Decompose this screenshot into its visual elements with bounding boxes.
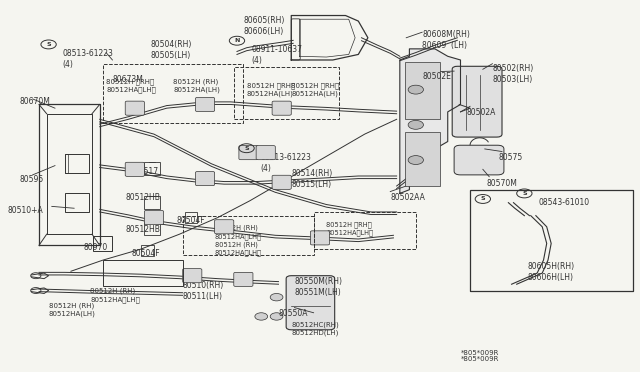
Text: 80605(RH)
80606(LH): 80605(RH) 80606(LH) <box>243 16 285 36</box>
Bar <box>103 260 182 286</box>
Bar <box>184 212 197 223</box>
Text: 08513-61223
(4): 08513-61223 (4) <box>63 49 113 69</box>
Text: *805*009R: *805*009R <box>461 356 499 362</box>
Polygon shape <box>400 49 461 193</box>
Text: 80502(RH)
80503(LH): 80502(RH) 80503(LH) <box>492 64 534 84</box>
Text: 80670M: 80670M <box>20 97 51 106</box>
Circle shape <box>255 313 268 320</box>
Text: 80512HC(RH)
80512HD(LH): 80512HC(RH) 80512HD(LH) <box>291 321 339 336</box>
Text: 80514(RH)
80515(LH): 80514(RH) 80515(LH) <box>291 169 333 189</box>
Text: 80504F: 80504F <box>132 249 160 258</box>
Text: 08911-10637
(4): 08911-10637 (4) <box>251 45 302 65</box>
Text: S: S <box>481 196 485 202</box>
Text: 08513-61223
(4): 08513-61223 (4) <box>260 153 312 173</box>
Bar <box>405 132 440 186</box>
Circle shape <box>270 294 283 301</box>
Bar <box>141 245 154 256</box>
FancyBboxPatch shape <box>195 97 214 112</box>
Text: 80510(RH)
80511(LH): 80510(RH) 80511(LH) <box>182 280 224 301</box>
Bar <box>145 196 160 209</box>
FancyBboxPatch shape <box>454 145 504 175</box>
FancyBboxPatch shape <box>145 211 164 225</box>
Text: 80512H 〈RH〉
80512HA(LH): 80512H 〈RH〉 80512HA(LH) <box>246 82 295 97</box>
FancyBboxPatch shape <box>452 66 502 137</box>
Text: 80512H 〈RH〉
80512HA〈LH〉: 80512H 〈RH〉 80512HA〈LH〉 <box>106 78 156 93</box>
FancyBboxPatch shape <box>286 276 335 330</box>
Text: 80512HB: 80512HB <box>125 193 160 202</box>
Text: 80502A: 80502A <box>467 108 496 117</box>
Circle shape <box>408 155 424 164</box>
Text: S: S <box>46 42 51 47</box>
Text: 80512H (RH)
80512HA(LH): 80512H (RH) 80512HA(LH) <box>49 303 95 317</box>
Bar <box>314 212 416 249</box>
Text: 80550A: 80550A <box>278 309 308 318</box>
Circle shape <box>270 313 283 320</box>
Text: N: N <box>234 38 239 43</box>
Circle shape <box>408 121 424 129</box>
Text: 80550M(RH)
80551M(LH): 80550M(RH) 80551M(LH) <box>294 277 342 297</box>
Text: 80970: 80970 <box>84 243 108 253</box>
Text: 80510+A: 80510+A <box>7 206 43 215</box>
Text: 80512H 〈RH〉
80512HA(LH): 80512H 〈RH〉 80512HA(LH) <box>291 82 339 97</box>
FancyBboxPatch shape <box>125 101 145 115</box>
Text: 80512H (RH)
80512HA〈LH〉: 80512H (RH) 80512HA〈LH〉 <box>90 288 140 302</box>
Bar <box>470 190 633 291</box>
Text: 80504F: 80504F <box>176 216 205 225</box>
Bar <box>103 64 243 123</box>
FancyBboxPatch shape <box>214 220 234 234</box>
FancyBboxPatch shape <box>256 145 275 160</box>
FancyBboxPatch shape <box>125 162 145 176</box>
Text: 80673M: 80673M <box>113 75 143 84</box>
Bar <box>145 222 160 235</box>
FancyBboxPatch shape <box>239 145 258 160</box>
FancyBboxPatch shape <box>272 175 291 189</box>
Text: 80517: 80517 <box>135 167 159 176</box>
Text: 80504(RH)
80505(LH): 80504(RH) 80505(LH) <box>151 39 192 60</box>
Bar <box>145 161 160 175</box>
Text: 80512H 〈RH〉
80512HA〈LH〉: 80512H 〈RH〉 80512HA〈LH〉 <box>326 221 373 236</box>
Text: 80575: 80575 <box>499 153 523 162</box>
Text: 80512H (RH)
80512HA(LH): 80512H (RH) 80512HA(LH) <box>173 78 220 93</box>
Text: 08543-61010: 08543-61010 <box>538 198 589 207</box>
Text: 80608M(RH)
80609  (LH): 80608M(RH) 80609 (LH) <box>422 31 470 51</box>
Text: 80605H(RH)
80606H(LH): 80605H(RH) 80606H(LH) <box>527 262 575 282</box>
Circle shape <box>408 85 424 94</box>
Bar <box>470 190 633 291</box>
Text: *805*009R: *805*009R <box>461 350 499 356</box>
Bar <box>93 236 113 251</box>
FancyBboxPatch shape <box>272 101 291 115</box>
Bar <box>182 216 314 254</box>
Text: 80502E: 80502E <box>422 72 451 81</box>
Text: 80512HB: 80512HB <box>125 225 160 234</box>
FancyBboxPatch shape <box>234 272 253 286</box>
Text: 80570M: 80570M <box>486 179 517 187</box>
Text: 80502AA: 80502AA <box>390 193 425 202</box>
FancyBboxPatch shape <box>195 171 214 186</box>
FancyBboxPatch shape <box>310 231 330 245</box>
Text: 80595: 80595 <box>20 175 44 184</box>
Text: 80512H (RH)
80512HA〈LH〉
80512H (RH)
80512HA〈LH〉: 80512H (RH) 80512HA〈LH〉 80512H (RH) 8051… <box>214 225 262 256</box>
Bar <box>65 154 89 173</box>
Text: S: S <box>522 191 527 196</box>
Text: S: S <box>244 146 249 151</box>
Bar <box>65 193 89 212</box>
Bar <box>234 67 339 119</box>
Bar <box>405 62 440 119</box>
FancyBboxPatch shape <box>182 269 202 283</box>
